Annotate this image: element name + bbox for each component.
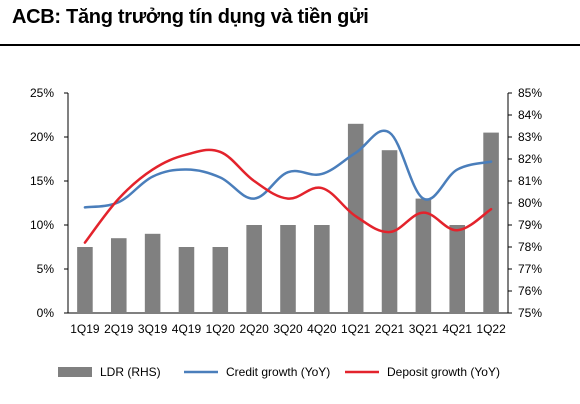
- x-axis-tick-label: 1Q20: [206, 322, 236, 336]
- x-axis-tick-label: 4Q21: [443, 322, 473, 336]
- x-axis-tick-label: 1Q21: [341, 322, 371, 336]
- left-axis-tick-label: 10%: [30, 218, 54, 232]
- right-axis-tick-label: 83%: [518, 130, 542, 144]
- right-axis-tick-label: 80%: [518, 196, 542, 210]
- x-axis-tick-label: 3Q21: [409, 322, 439, 336]
- right-axis-tick-label: 75%: [518, 306, 542, 320]
- title-underline: [0, 44, 580, 46]
- credit-growth-line: [83, 129, 493, 209]
- right-axis-tick-label: 81%: [518, 174, 542, 188]
- ldr-bar: [110, 238, 127, 313]
- chart-title: ACB: Tăng trưởng tín dụng và tiền gửi: [12, 6, 369, 28]
- x-axis-tick-label: 4Q19: [172, 322, 202, 336]
- left-axis-tick-label: 15%: [30, 174, 54, 188]
- x-axis-tick-label: 3Q20: [273, 322, 303, 336]
- ldr-bar: [415, 198, 432, 313]
- legend-credit-growth-label: Credit growth (YoY): [226, 365, 330, 379]
- ldr-bar: [347, 123, 364, 313]
- right-axis-tick-label: 82%: [518, 152, 542, 166]
- ldr-bar: [280, 225, 296, 313]
- left-axis-tick-label: 5%: [37, 262, 55, 276]
- ldr-bar: [77, 247, 93, 313]
- x-axis-tick-label: 2Q21: [375, 322, 405, 336]
- right-axis-tick-label: 77%: [518, 262, 542, 276]
- legend-ldr-label: LDR (RHS): [100, 365, 161, 379]
- ldr-bar: [483, 132, 499, 313]
- x-axis-tick-label: 2Q19: [104, 322, 134, 336]
- ldr-bar: [212, 247, 229, 313]
- left-axis-tick-label: 20%: [30, 130, 54, 144]
- left-axis-tick-label: 0%: [37, 306, 55, 320]
- x-axis-tick-label: 2Q20: [239, 322, 269, 336]
- x-axis-tick-label: 1Q19: [70, 322, 100, 336]
- ldr-bar: [178, 247, 195, 313]
- deposit-growth-line: [83, 148, 493, 244]
- ldr-bar: [314, 225, 330, 313]
- right-axis-tick-label: 78%: [518, 240, 542, 254]
- ldr-bar: [144, 233, 161, 313]
- x-axis-tick-label: 1Q22: [476, 322, 506, 336]
- x-axis-tick-label: 3Q19: [138, 322, 168, 336]
- ldr-bar: [246, 225, 262, 313]
- left-axis-tick-label: 25%: [30, 86, 54, 100]
- x-axis-tick-label: 4Q20: [307, 322, 337, 336]
- right-axis-tick-label: 76%: [518, 284, 542, 298]
- legend-ldr-swatch: [58, 367, 92, 377]
- right-axis-tick-label: 79%: [518, 218, 542, 232]
- ldr-bar: [449, 225, 466, 313]
- legend-deposit-growth-label: Deposit growth (YoY): [387, 365, 500, 379]
- right-axis-tick-label: 85%: [518, 86, 542, 100]
- right-axis-tick-label: 84%: [518, 108, 542, 122]
